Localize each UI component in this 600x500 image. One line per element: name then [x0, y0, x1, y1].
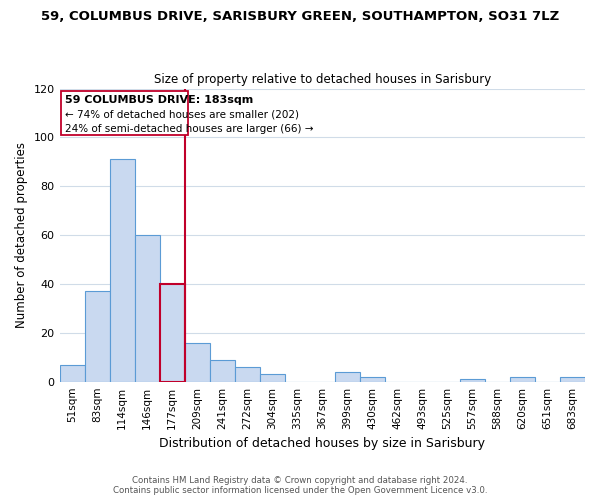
FancyBboxPatch shape [61, 91, 188, 135]
Text: 59 COLUMBUS DRIVE: 183sqm: 59 COLUMBUS DRIVE: 183sqm [65, 94, 253, 104]
Text: ← 74% of detached houses are smaller (202): ← 74% of detached houses are smaller (20… [65, 110, 299, 120]
Bar [160, 284, 185, 382]
Bar [510, 377, 535, 382]
Bar [560, 377, 585, 382]
Bar [360, 377, 385, 382]
Text: Contains HM Land Registry data © Crown copyright and database right 2024.
Contai: Contains HM Land Registry data © Crown c… [113, 476, 487, 495]
X-axis label: Distribution of detached houses by size in Sarisbury: Distribution of detached houses by size … [159, 437, 485, 450]
Text: 59, COLUMBUS DRIVE, SARISBURY GREEN, SOUTHAMPTON, SO31 7LZ: 59, COLUMBUS DRIVE, SARISBURY GREEN, SOU… [41, 10, 559, 23]
Title: Size of property relative to detached houses in Sarisbury: Size of property relative to detached ho… [154, 73, 491, 86]
Text: 24% of semi-detached houses are larger (66) →: 24% of semi-detached houses are larger (… [65, 124, 313, 134]
Bar [134, 235, 160, 382]
Bar [235, 367, 260, 382]
Bar [260, 374, 285, 382]
Y-axis label: Number of detached properties: Number of detached properties [15, 142, 28, 328]
Bar [209, 360, 235, 382]
Bar [110, 160, 134, 382]
Bar [185, 342, 209, 382]
Bar [59, 364, 85, 382]
Bar [85, 292, 110, 382]
Bar [335, 372, 360, 382]
Bar [460, 379, 485, 382]
